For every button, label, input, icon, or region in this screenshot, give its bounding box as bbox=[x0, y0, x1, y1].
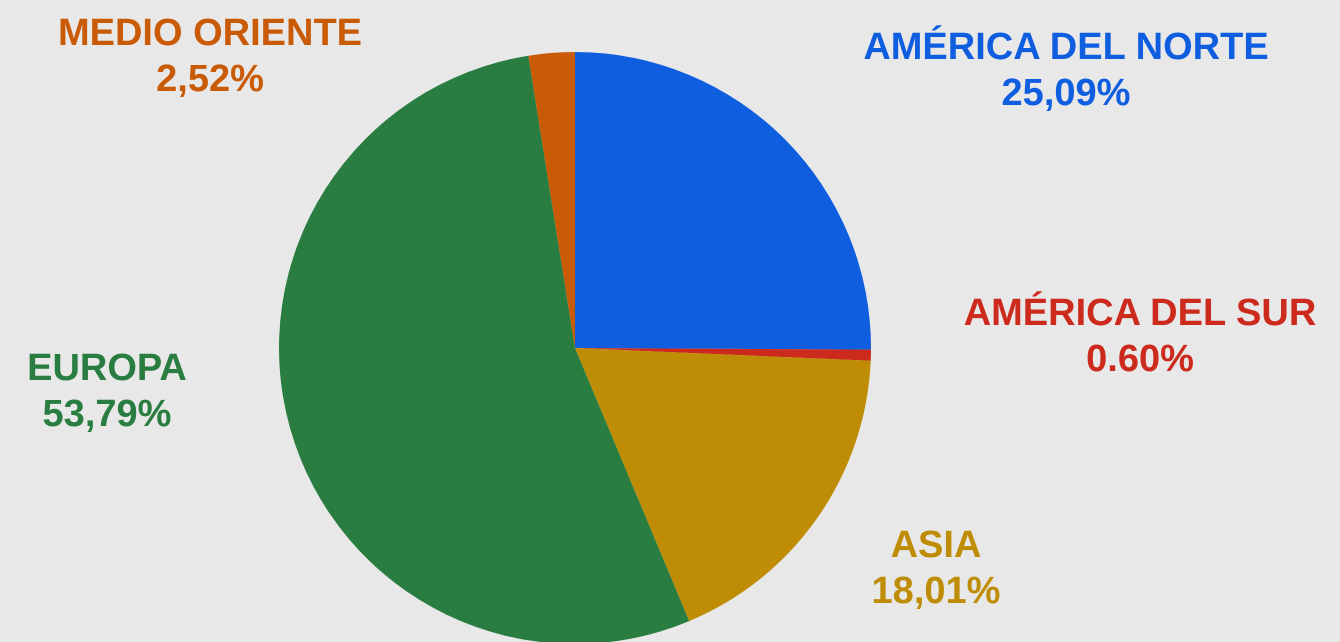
label-america-del-sur-name: AMÉRICA DEL SUR bbox=[963, 292, 1317, 334]
label-europa-name: EUROPA bbox=[27, 347, 187, 389]
label-europa: EUROPA 53,79% bbox=[0, 345, 214, 437]
label-america-del-norte: AMÉRICA DEL NORTE 25,09% bbox=[836, 24, 1296, 116]
label-asia-name: ASIA bbox=[890, 524, 982, 566]
label-america-del-norte-value: 25,09% bbox=[1001, 72, 1131, 114]
label-america-del-sur-value: 0.60% bbox=[1086, 338, 1194, 380]
label-asia-value: 18,01% bbox=[871, 570, 1001, 612]
pie-slice-europa bbox=[279, 55, 690, 642]
pie-slices bbox=[279, 52, 871, 642]
pie-slice-asia bbox=[575, 348, 871, 622]
label-america-del-norte-name: AMÉRICA DEL NORTE bbox=[863, 26, 1269, 68]
label-medio-oriente-value: 2,52% bbox=[156, 58, 264, 100]
pie-slice-américa-del-sur bbox=[575, 348, 871, 361]
label-medio-oriente: MEDIO ORIENTE 2,52% bbox=[20, 10, 400, 102]
pie-slice-américa-del-norte bbox=[575, 52, 871, 350]
label-america-del-sur: AMÉRICA DEL SUR 0.60% bbox=[940, 290, 1340, 382]
label-asia: ASIA 18,01% bbox=[836, 522, 1036, 614]
label-europa-value: 53,79% bbox=[42, 393, 172, 435]
pie-slice-medio-oriente bbox=[528, 52, 575, 348]
label-medio-oriente-name: MEDIO ORIENTE bbox=[57, 12, 363, 54]
